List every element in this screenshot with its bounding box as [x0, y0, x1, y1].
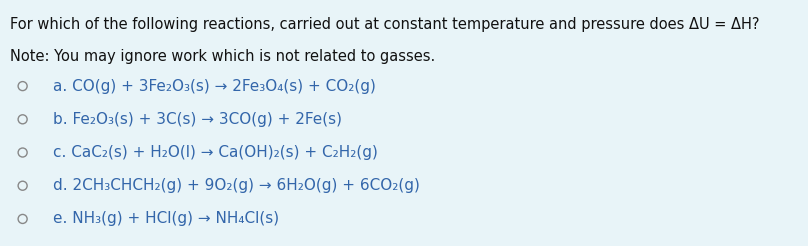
Point	[16, 151, 29, 154]
Text: a. CO(g) + 3Fe₂O₃(s) → 2Fe₃O₄(s) + CO₂(g): a. CO(g) + 3Fe₂O₃(s) → 2Fe₃O₄(s) + CO₂(g…	[53, 79, 376, 93]
Text: d. 2CH₃CHCH₂(g) + 9O₂(g) → 6H₂O(g) + 6CO₂(g): d. 2CH₃CHCH₂(g) + 9O₂(g) → 6H₂O(g) + 6CO…	[53, 178, 419, 193]
Text: e. NH₃(g) + HCl(g) → NH₄Cl(s): e. NH₃(g) + HCl(g) → NH₄Cl(s)	[53, 212, 279, 226]
Text: b. Fe₂O₃(s) + 3C(s) → 3CO(g) + 2Fe(s): b. Fe₂O₃(s) + 3C(s) → 3CO(g) + 2Fe(s)	[53, 112, 342, 127]
Text: c. CaC₂(s) + H₂O(l) → Ca(OH)₂(s) + C₂H₂(g): c. CaC₂(s) + H₂O(l) → Ca(OH)₂(s) + C₂H₂(…	[53, 145, 377, 160]
Point	[16, 84, 29, 88]
Text: Note: You may ignore work which is not related to gasses.: Note: You may ignore work which is not r…	[10, 49, 435, 64]
Point	[16, 117, 29, 121]
Point	[16, 184, 29, 188]
Text: For which of the following reactions, carried out at constant temperature and pr: For which of the following reactions, ca…	[10, 17, 760, 32]
Point	[16, 217, 29, 221]
